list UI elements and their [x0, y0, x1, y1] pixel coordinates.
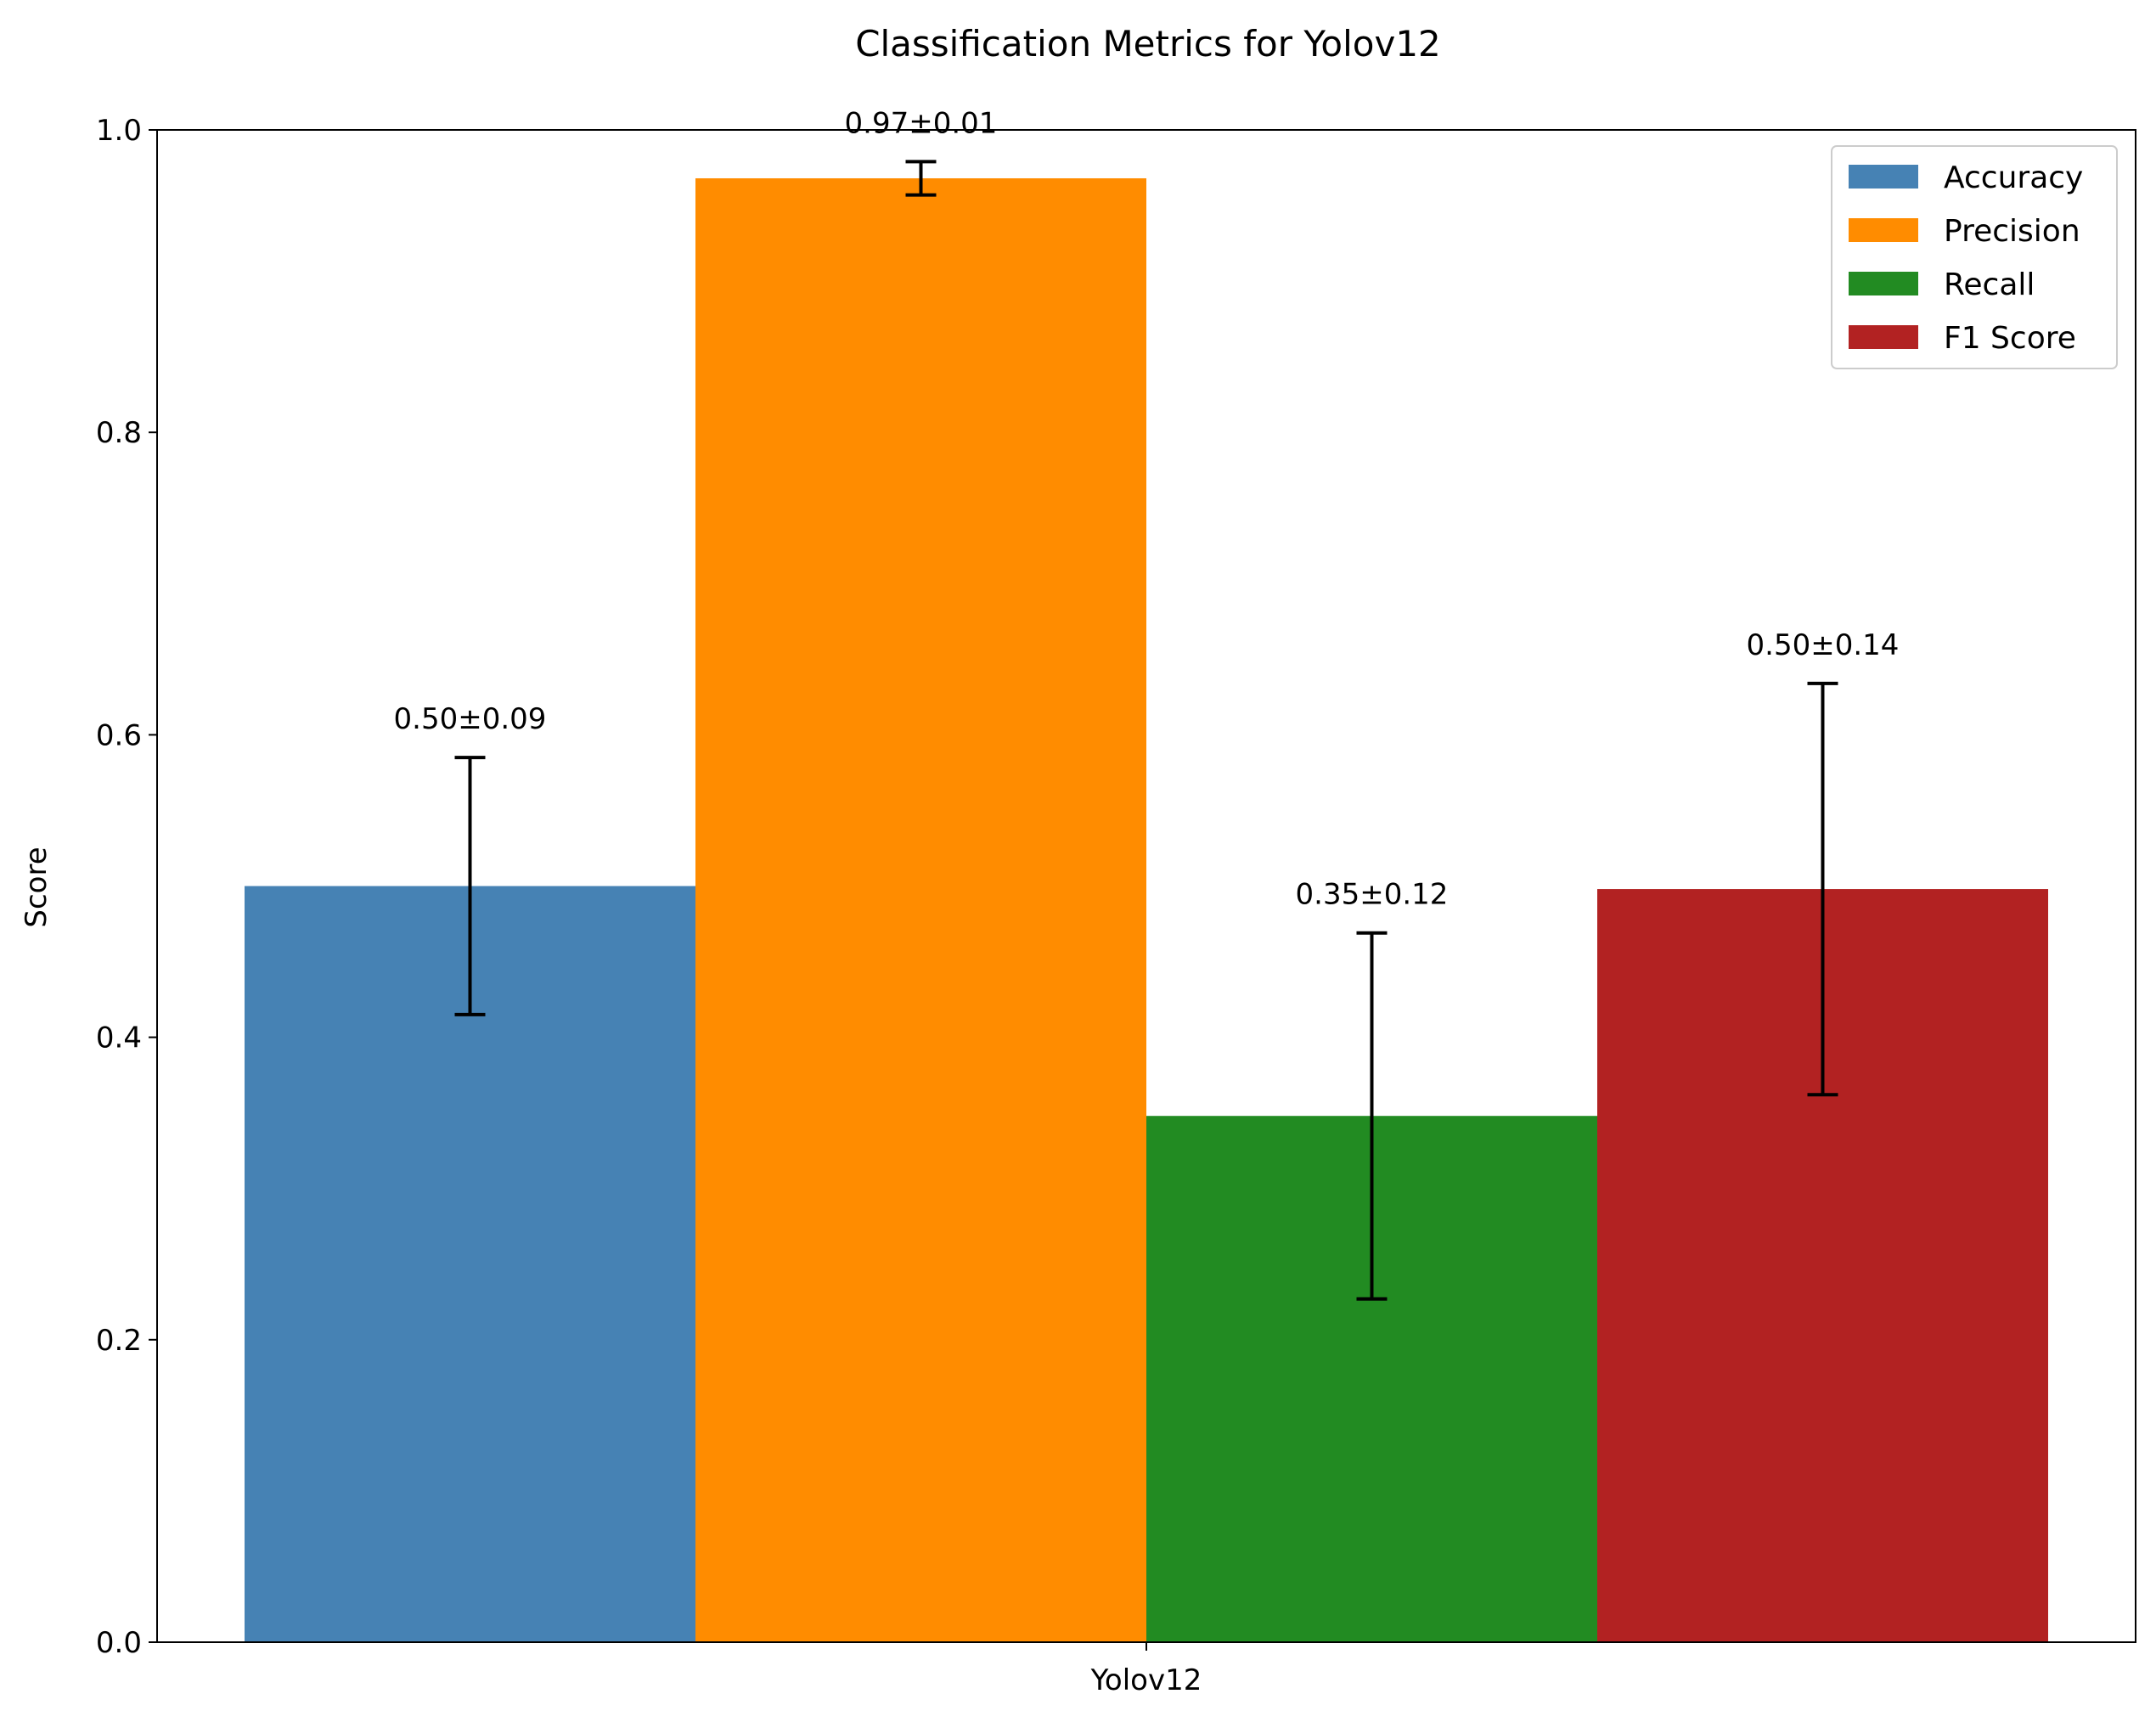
y-axis-label: Score — [20, 847, 53, 927]
y-tick-label: 1.0 — [96, 114, 142, 148]
legend-label: F1 Score — [1944, 321, 2076, 356]
legend-label: Accuracy — [1944, 160, 2083, 195]
data-label: 0.97±0.01 — [845, 106, 998, 140]
bar-precision — [695, 177, 1146, 1643]
data-label: 0.50±0.14 — [1747, 628, 1900, 662]
error-bar — [454, 756, 486, 1016]
errorbars-layer — [454, 160, 1838, 1301]
y-tick-label: 0.8 — [96, 416, 142, 450]
legend-swatch — [1849, 272, 1918, 295]
error-bar — [1807, 681, 1838, 1097]
legend-label: Recall — [1944, 267, 2035, 302]
y-tick-label: 0.0 — [96, 1626, 142, 1660]
y-tick-label: 0.2 — [96, 1324, 142, 1358]
legend-swatch — [1849, 218, 1918, 242]
legend-swatch — [1849, 325, 1918, 349]
error-bar — [1356, 931, 1388, 1301]
chart-title: Classification Metrics for Yolov12 — [855, 23, 1441, 65]
legend: Accuracy Precision Recall F1 Score — [1831, 145, 2118, 369]
y-axis: 0.0 0.2 0.4 0.6 0.8 1.0 — [96, 114, 157, 1660]
data-label: 0.35±0.12 — [1296, 878, 1449, 912]
error-bar — [905, 160, 937, 197]
data-labels-layer: 0.50±0.09 0.97±0.01 0.35±0.12 0.50±0.14 — [394, 106, 1900, 911]
legend-label: Precision — [1944, 214, 2080, 249]
legend-swatch — [1849, 165, 1918, 189]
y-tick-label: 0.4 — [96, 1021, 142, 1055]
legend-box — [1831, 145, 2118, 369]
y-tick-label: 0.6 — [96, 718, 142, 752]
x-tick-label: Yolov12 — [1090, 1663, 1202, 1697]
x-axis: Yolov12 — [1090, 1642, 1202, 1697]
data-label: 0.50±0.09 — [394, 702, 547, 736]
